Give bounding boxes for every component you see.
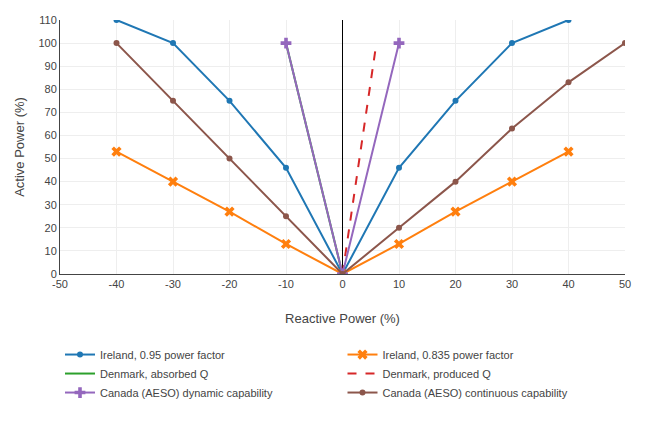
svg-text:Ireland, 0.95 power factor: Ireland, 0.95 power factor (100, 349, 225, 361)
svg-text:80: 80 (45, 83, 57, 95)
svg-text:0: 0 (339, 278, 345, 290)
svg-text:-10: -10 (278, 278, 294, 290)
svg-text:Denmark, produced Q: Denmark, produced Q (383, 368, 492, 380)
svg-text:-20: -20 (222, 278, 238, 290)
svg-text:10: 10 (393, 278, 405, 290)
svg-text:Active Power (%): Active Power (%) (12, 97, 27, 197)
svg-text:Canada (AESO) continuous capab: Canada (AESO) continuous capability (383, 387, 568, 399)
svg-text:10: 10 (45, 245, 57, 257)
svg-text:40: 40 (562, 278, 574, 290)
svg-text:-40: -40 (109, 278, 125, 290)
svg-text:20: 20 (449, 278, 461, 290)
svg-text:50: 50 (45, 152, 57, 164)
svg-text:-30: -30 (165, 278, 181, 290)
svg-text:110: 110 (39, 14, 57, 26)
svg-text:40: 40 (45, 175, 57, 187)
svg-text:50: 50 (619, 278, 631, 290)
svg-text:Denmark, absorbed Q: Denmark, absorbed Q (100, 368, 209, 380)
svg-text:90: 90 (45, 60, 57, 72)
svg-text:Reactive Power (%): Reactive Power (%) (285, 311, 400, 326)
svg-text:60: 60 (45, 129, 57, 141)
svg-text:30: 30 (45, 199, 57, 211)
svg-text:30: 30 (506, 278, 518, 290)
svg-text:Canada (AESO) dynamic capabili: Canada (AESO) dynamic capability (100, 387, 273, 399)
svg-text:100: 100 (38, 37, 56, 49)
svg-text:Ireland, 0.835 power factor: Ireland, 0.835 power factor (383, 349, 514, 361)
svg-text:-50: -50 (52, 278, 68, 290)
svg-text:0: 0 (51, 268, 57, 280)
svg-text:70: 70 (45, 106, 57, 118)
svg-text:20: 20 (45, 222, 57, 234)
